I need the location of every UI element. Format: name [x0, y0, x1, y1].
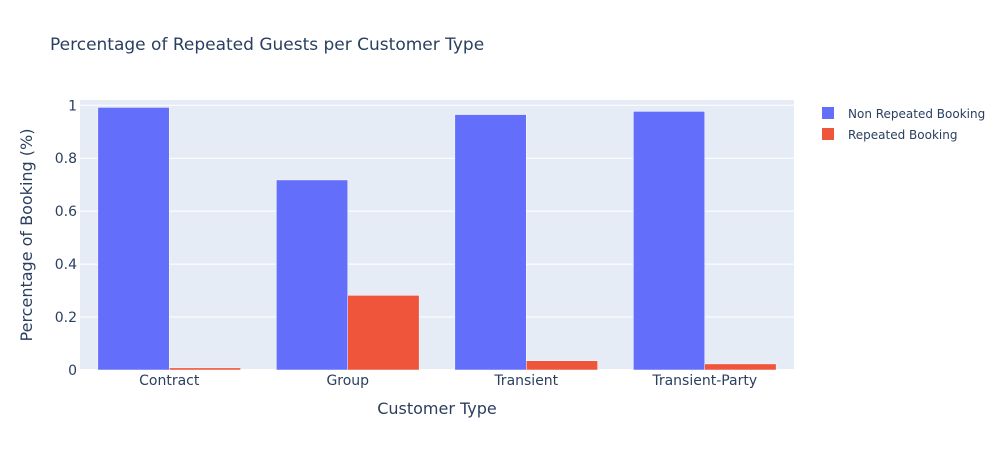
bar-repeated-booking	[704, 363, 777, 371]
chart-title: Percentage of Repeated Guests per Custom…	[50, 35, 484, 55]
bar-non-repeated-booking	[97, 107, 170, 371]
x-axis-title: Customer Type	[377, 399, 497, 418]
legend: Non Repeated Booking Repeated Booking	[822, 107, 985, 142]
bars	[97, 107, 777, 371]
legend-label: Repeated Booking	[848, 128, 957, 142]
x-axis-ticks: Contract Group Transient Transient-Party	[139, 373, 757, 389]
bar-non-repeated-booking	[276, 179, 349, 371]
x-tick-label: Contract	[139, 373, 200, 389]
bar-repeated-booking	[347, 295, 420, 371]
legend-label: Non Repeated Booking	[848, 107, 985, 121]
y-tick-label: 0.2	[55, 310, 77, 326]
legend-swatch	[822, 107, 834, 119]
y-tick-label: 1	[68, 98, 77, 114]
y-tick-label: 0	[68, 363, 77, 379]
bar-repeated-booking	[526, 360, 598, 371]
legend-swatch	[822, 128, 834, 140]
x-tick-label: Transient	[493, 373, 558, 389]
y-axis-ticks: 0 0.2 0.4 0.6 0.8 1	[55, 98, 77, 379]
bar-non-repeated-booking	[454, 114, 527, 371]
y-axis-title: Percentage of Booking (%)	[17, 129, 36, 342]
y-tick-label: 0.6	[55, 204, 77, 220]
x-tick-label: Transient-Party	[651, 373, 757, 389]
bar-repeated-booking	[169, 367, 241, 371]
y-tick-label: 0.4	[55, 257, 77, 273]
bar-non-repeated-booking	[633, 111, 705, 371]
y-tick-label: 0.8	[55, 151, 77, 167]
x-tick-label: Group	[326, 373, 369, 389]
